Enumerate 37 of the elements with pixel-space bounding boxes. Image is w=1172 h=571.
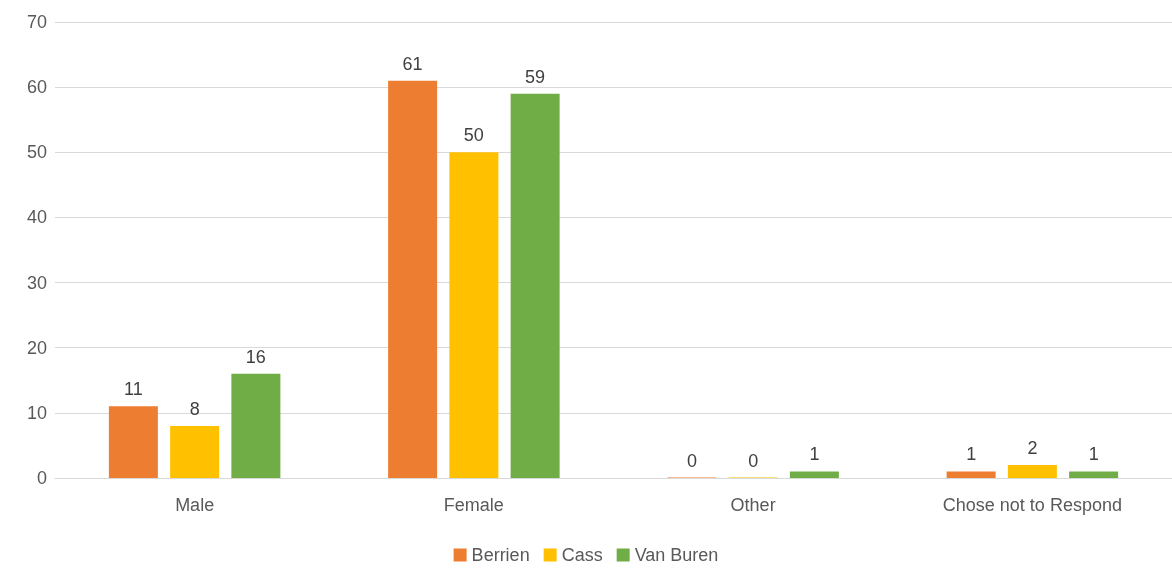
data-label: 0 xyxy=(748,450,759,471)
x-tick-label: Male xyxy=(175,495,215,515)
legend-label: Van Buren xyxy=(634,545,719,565)
y-tick-label: 20 xyxy=(26,337,47,358)
data-label: 0 xyxy=(686,450,697,471)
data-label: 1 xyxy=(1088,444,1099,465)
bar xyxy=(789,471,839,478)
data-label: 61 xyxy=(402,53,423,74)
y-tick-label: 60 xyxy=(26,77,47,98)
data-label: 50 xyxy=(463,125,484,146)
legend-label: Cass xyxy=(561,545,603,565)
y-tick-label: 70 xyxy=(26,12,47,32)
y-tick-label: 10 xyxy=(26,402,47,423)
y-tick-label: 50 xyxy=(26,142,47,163)
bar xyxy=(510,93,560,478)
y-tick-label: 0 xyxy=(36,468,47,488)
data-label: 2 xyxy=(1027,437,1038,458)
data-label: 16 xyxy=(245,346,266,367)
legend-label: Berrien xyxy=(471,545,530,565)
data-label: 1 xyxy=(966,444,977,465)
data-label: 11 xyxy=(124,379,143,400)
x-tick-label: Other xyxy=(730,495,776,515)
y-tick-label: 30 xyxy=(26,272,47,293)
bar xyxy=(231,373,281,478)
data-label: 59 xyxy=(525,66,546,87)
x-tick-label: Female xyxy=(443,495,504,515)
data-label: 8 xyxy=(189,398,200,419)
bar xyxy=(1069,471,1119,478)
bar xyxy=(1007,464,1057,478)
x-tick-label: Chose not to Respond xyxy=(942,495,1122,515)
bar xyxy=(388,80,438,478)
y-tick-label: 40 xyxy=(26,207,47,228)
bar xyxy=(108,406,158,478)
data-label: 1 xyxy=(809,444,820,465)
bar xyxy=(170,425,220,478)
bar xyxy=(449,152,499,478)
bar xyxy=(946,471,996,478)
